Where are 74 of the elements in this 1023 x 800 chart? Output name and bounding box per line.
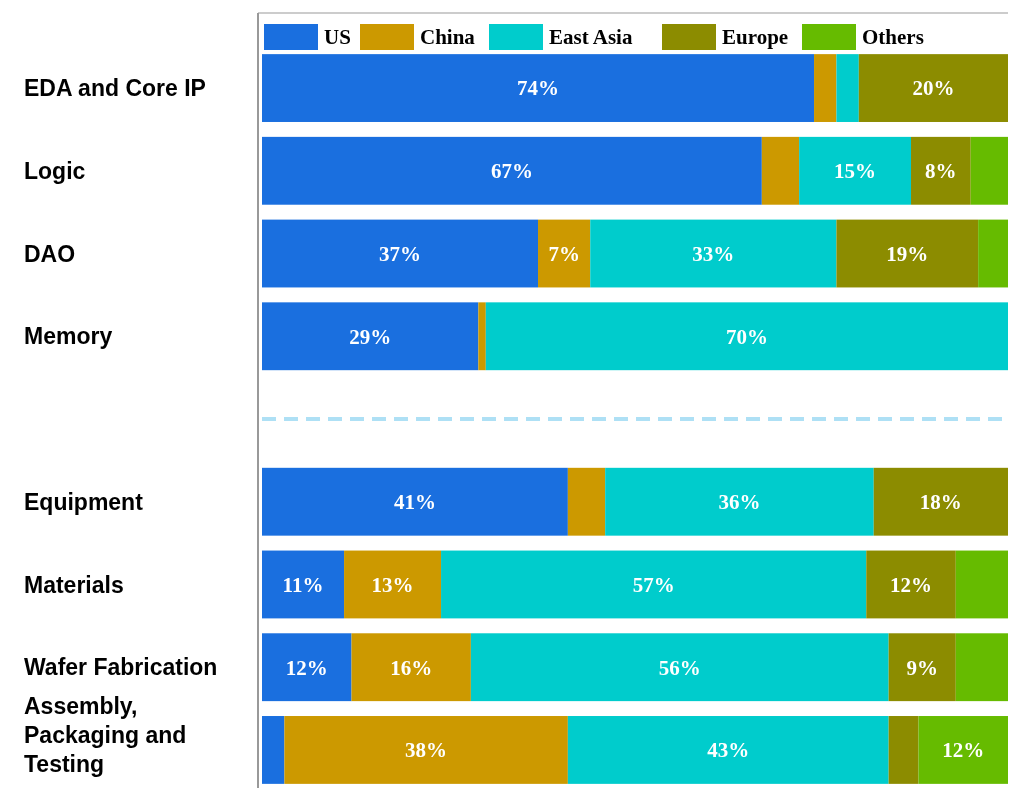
y-tick-label: Assembly, Packaging and Testing [24, 692, 187, 777]
bar [590, 219, 837, 288]
data-label: 74% [517, 76, 560, 101]
bar [538, 219, 591, 288]
bar [262, 219, 539, 288]
data-label: 18% [919, 490, 962, 515]
y-tick-label: Logic [24, 157, 86, 184]
legend-label: China [420, 25, 476, 50]
bar [955, 633, 1008, 702]
bar [478, 302, 486, 371]
y-tick-label: Wafer Fabrication [24, 654, 218, 681]
bar [761, 136, 800, 205]
data-label: 20% [912, 76, 955, 101]
data-label: 7% [548, 241, 580, 266]
data-label: 11% [282, 572, 324, 597]
data-label: 29% [349, 324, 392, 349]
bar [836, 219, 979, 288]
data-label: 15% [834, 159, 877, 184]
data-label: 67% [490, 159, 533, 184]
data-label: 9% [906, 655, 938, 680]
data-label: 12% [890, 572, 933, 597]
bar [351, 633, 471, 702]
data-label: 57% [632, 572, 675, 597]
bar [262, 467, 568, 536]
data-label: 12% [285, 655, 328, 680]
legend-label: US [324, 25, 351, 50]
data-label: 19% [886, 241, 929, 266]
data-label: 41% [393, 490, 436, 515]
bar [470, 633, 889, 702]
bar [567, 716, 889, 784]
bar [866, 550, 956, 619]
bar [441, 550, 867, 619]
data-label: 16% [390, 655, 433, 680]
data-label: 70% [725, 324, 768, 349]
data-label: 43% [707, 738, 750, 763]
y-tick-label: Memory [24, 323, 113, 350]
bar [888, 716, 919, 784]
bar [873, 467, 1008, 536]
legend-label: East Asia [549, 25, 633, 50]
bar [605, 467, 874, 536]
bar [970, 136, 1008, 205]
bar [284, 716, 568, 784]
bar [344, 550, 442, 619]
bar [836, 54, 859, 122]
y-tick-label: EDA and Core IP [24, 75, 206, 102]
bar [262, 633, 352, 702]
data-label: 37% [379, 241, 422, 266]
legend-label: Europe [722, 25, 789, 50]
data-label: 8% [925, 159, 957, 184]
bar [262, 302, 479, 371]
bar [262, 54, 815, 122]
data-label: 12% [942, 738, 985, 763]
bar [485, 302, 1008, 371]
data-label: 56% [658, 655, 701, 680]
bar [911, 136, 971, 205]
data-label: 33% [692, 241, 735, 266]
bar [955, 550, 1008, 619]
legend-label: Others [862, 25, 924, 50]
data-label: 36% [718, 490, 761, 515]
bar [799, 136, 912, 205]
y-tick-label: DAO [24, 240, 76, 267]
bar [567, 467, 606, 536]
bar [262, 550, 345, 619]
bar [918, 716, 1008, 784]
data-label: 13% [371, 572, 414, 597]
bar [978, 219, 1008, 288]
bar [814, 54, 837, 122]
data-label: 38% [405, 738, 448, 763]
bar [858, 54, 1008, 122]
bar [262, 716, 285, 784]
y-tick-label: Equipment [24, 488, 144, 515]
bar [262, 136, 762, 205]
bar [888, 633, 956, 702]
y-tick-label: Materials [24, 571, 124, 598]
